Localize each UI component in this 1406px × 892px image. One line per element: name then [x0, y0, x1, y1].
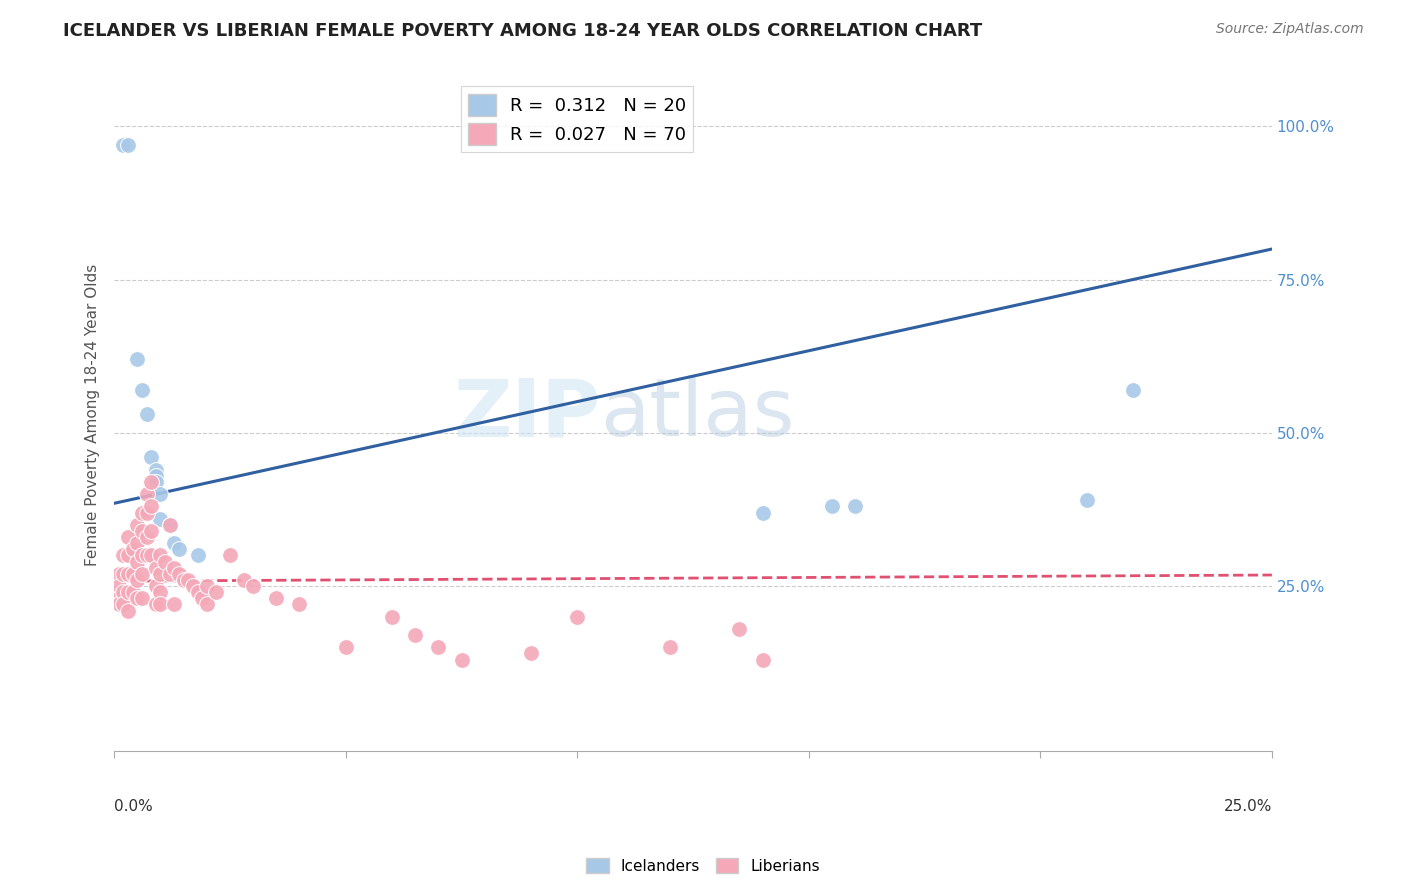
Point: [167, 542, 190, 557]
Point: [242, 579, 264, 593]
Point: [427, 640, 450, 655]
Text: atlas: atlas: [600, 376, 794, 453]
Point: [112, 585, 135, 599]
Point: [127, 352, 149, 367]
Point: [135, 487, 157, 501]
Point: [149, 585, 172, 599]
Point: [751, 652, 773, 666]
Point: [658, 640, 681, 655]
Point: [141, 524, 163, 538]
Point: [117, 549, 139, 563]
Point: [288, 598, 311, 612]
Point: [381, 609, 404, 624]
Point: [149, 598, 172, 612]
Point: [844, 500, 866, 514]
Point: [149, 511, 172, 525]
Point: [131, 591, 153, 606]
Legend: Icelanders, Liberians: Icelanders, Liberians: [579, 852, 827, 880]
Point: [219, 549, 242, 563]
Point: [131, 549, 153, 563]
Point: [135, 530, 157, 544]
Point: [751, 506, 773, 520]
Point: [450, 652, 472, 666]
Point: [127, 536, 149, 550]
Point: [141, 450, 163, 465]
Point: [117, 566, 139, 581]
Text: Source: ZipAtlas.com: Source: ZipAtlas.com: [1216, 22, 1364, 37]
Point: [131, 506, 153, 520]
Point: [131, 383, 153, 397]
Point: [163, 560, 186, 574]
Point: [121, 585, 143, 599]
Point: [127, 573, 149, 587]
Point: [117, 137, 139, 152]
Point: [163, 536, 186, 550]
Text: 0.0%: 0.0%: [114, 798, 153, 814]
Point: [821, 500, 844, 514]
Point: [108, 579, 131, 593]
Y-axis label: Female Poverty Among 18-24 Year Olds: Female Poverty Among 18-24 Year Olds: [86, 263, 100, 566]
Point: [149, 487, 172, 501]
Point: [159, 566, 181, 581]
Text: ZIP: ZIP: [453, 376, 600, 453]
Point: [187, 549, 209, 563]
Text: 25.0%: 25.0%: [1223, 798, 1272, 814]
Point: [131, 524, 153, 538]
Point: [141, 549, 163, 563]
Point: [195, 579, 218, 593]
Point: [117, 585, 139, 599]
Point: [728, 622, 751, 636]
Point: [127, 517, 149, 532]
Point: [112, 549, 135, 563]
Point: [187, 585, 209, 599]
Point: [159, 517, 181, 532]
Point: [195, 598, 218, 612]
Point: [112, 598, 135, 612]
Point: [108, 598, 131, 612]
Point: [145, 468, 167, 483]
Point: [205, 585, 228, 599]
Point: [141, 500, 163, 514]
Point: [135, 506, 157, 520]
Point: [108, 566, 131, 581]
Legend: R =  0.312   N = 20, R =  0.027   N = 70: R = 0.312 N = 20, R = 0.027 N = 70: [461, 87, 693, 153]
Point: [404, 628, 426, 642]
Point: [145, 560, 167, 574]
Point: [1122, 383, 1144, 397]
Point: [153, 555, 176, 569]
Point: [131, 566, 153, 581]
Point: [108, 591, 131, 606]
Point: [127, 591, 149, 606]
Point: [167, 566, 190, 581]
Point: [112, 566, 135, 581]
Point: [1076, 493, 1098, 508]
Point: [335, 640, 357, 655]
Point: [145, 475, 167, 489]
Point: [191, 591, 214, 606]
Point: [135, 408, 157, 422]
Point: [145, 598, 167, 612]
Point: [181, 579, 204, 593]
Point: [145, 579, 167, 593]
Point: [112, 137, 135, 152]
Point: [567, 609, 589, 624]
Point: [127, 555, 149, 569]
Point: [173, 573, 195, 587]
Point: [520, 647, 543, 661]
Point: [145, 462, 167, 476]
Point: [121, 542, 143, 557]
Point: [163, 598, 186, 612]
Point: [149, 566, 172, 581]
Point: [117, 530, 139, 544]
Point: [117, 603, 139, 617]
Point: [141, 475, 163, 489]
Point: [264, 591, 287, 606]
Point: [135, 549, 157, 563]
Point: [177, 573, 200, 587]
Point: [121, 566, 143, 581]
Point: [149, 549, 172, 563]
Point: [159, 517, 181, 532]
Text: ICELANDER VS LIBERIAN FEMALE POVERTY AMONG 18-24 YEAR OLDS CORRELATION CHART: ICELANDER VS LIBERIAN FEMALE POVERTY AMO…: [63, 22, 983, 40]
Point: [232, 573, 254, 587]
